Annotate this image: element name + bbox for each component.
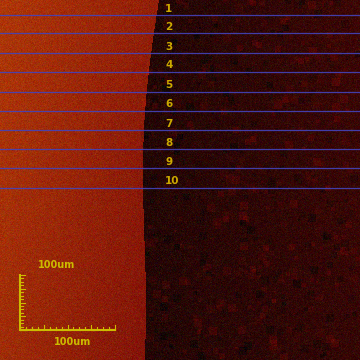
Text: 3: 3: [165, 42, 172, 52]
Text: 8: 8: [165, 138, 172, 148]
Text: 4: 4: [165, 60, 172, 71]
Text: 10: 10: [165, 176, 180, 186]
Text: 1: 1: [165, 4, 172, 14]
Text: 100um: 100um: [37, 260, 75, 270]
Text: 7: 7: [165, 119, 172, 129]
Text: 100um: 100um: [54, 337, 91, 347]
Text: 9: 9: [165, 157, 172, 167]
Text: 6: 6: [165, 99, 172, 109]
Text: 2: 2: [165, 22, 172, 32]
Text: 5: 5: [165, 80, 172, 90]
